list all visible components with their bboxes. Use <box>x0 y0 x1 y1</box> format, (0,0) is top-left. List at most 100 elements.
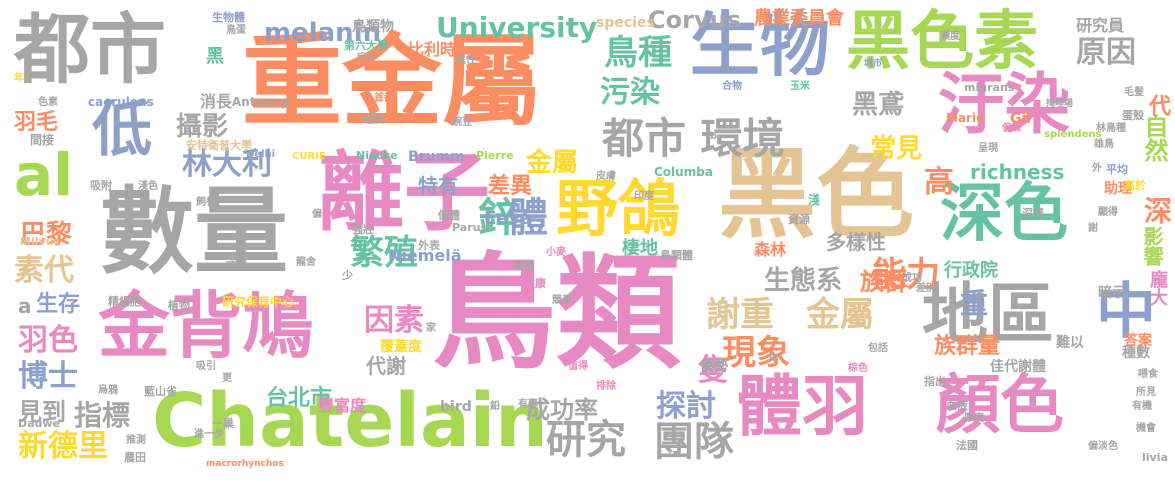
word-difficult: 難以 <box>1056 335 1084 351</box>
word-niecke: Niecke <box>356 149 398 162</box>
word-difference-2: 差別 <box>916 283 936 294</box>
word-new-delhi: 新德里 <box>18 429 108 464</box>
word-wheat: 小麥 <box>546 247 566 258</box>
word-region: 地區 <box>922 276 1054 353</box>
word-metal: 金屬 <box>806 295 874 335</box>
word-doctor: 博士 <box>18 359 78 394</box>
word-university: University <box>436 11 598 44</box>
word-bird-species: 鳥種 <box>604 33 672 73</box>
word-opposite-sex: 異性 <box>456 55 476 66</box>
word-corn: 玉米 <box>790 81 810 92</box>
word-compete: 競爭 <box>552 295 572 306</box>
word-population: 族群 <box>860 268 908 296</box>
word-farmland: 農田 <box>124 451 146 464</box>
word-organism-body: 生物體 <box>212 11 245 24</box>
word-metabolism-weight: 謝重 <box>706 295 774 335</box>
word-species-count: 種數 <box>1122 345 1150 361</box>
word-endemic: 特有 <box>418 174 458 198</box>
word-al: al <box>14 141 74 209</box>
word-heavy-metal: 重金屬 <box>242 23 542 140</box>
word-adsorb: 吸附 <box>90 179 112 192</box>
word-b: b <box>710 131 718 142</box>
word-landfill: 掩埋場 <box>1046 99 1074 109</box>
word-plant: 植物 <box>168 299 190 312</box>
word-survive: 生存 <box>36 292 81 317</box>
word-heavy: 重 <box>960 287 989 320</box>
word-thickness: 厚度 <box>964 413 984 424</box>
word-individual: 個體 <box>438 209 460 222</box>
word-hair: 毛髮 <box>1124 87 1144 98</box>
word-exclude: 排除 <box>596 381 616 392</box>
word-paris: 巴黎 <box>20 220 73 250</box>
word-pigment: 色素 <box>38 97 58 108</box>
word-more: 更 <box>222 373 232 384</box>
word-forest-birds: 林鳥種 <box>1096 123 1126 134</box>
word-resource: 資源 <box>788 213 810 226</box>
word-corvus: Corvus <box>648 6 741 34</box>
word-outdoor: 戶外 <box>356 53 376 64</box>
word-high: 高 <box>924 165 954 200</box>
word-india: 印度 <box>634 191 654 202</box>
word-marie: Marie <box>946 111 985 125</box>
word-capital: 首都 <box>374 93 394 104</box>
word-worth: 值得 <box>568 361 588 372</box>
word-plumage: 羽色 <box>18 323 78 358</box>
word-deep: 深 <box>1140 196 1173 224</box>
word-crow: 烏鴉 <box>98 385 118 396</box>
word-feed: 飼養 <box>196 197 216 208</box>
word-parus: Parus <box>452 221 487 234</box>
word-ability: 能力 <box>872 255 940 295</box>
word-difference: 差異 <box>488 174 533 199</box>
word-pierre: Pierre <box>476 149 514 162</box>
word-animal: 動物 <box>514 261 534 272</box>
word-melanin-en: melanin <box>264 18 382 48</box>
word-appear: 顯得 <box>1098 207 1118 218</box>
word-bias: 偏 <box>312 209 322 220</box>
word-research: 研究 <box>546 417 626 463</box>
word-researcher: 研究員 <box>1076 16 1125 35</box>
word-attract: 吸引 <box>196 361 216 372</box>
word-caeruleus: caeruleus <box>88 95 154 109</box>
word-coverage: 覆蓋度 <box>380 339 422 355</box>
word-skin: 皮膚 <box>596 171 616 182</box>
word-influence: 影響 <box>1140 226 1164 266</box>
word-lead: 鉛 <box>490 401 500 412</box>
word-advantage: 優勢 <box>700 359 728 375</box>
word-columba: Columba <box>654 165 713 179</box>
word-splendens: splendens <box>1044 129 1102 140</box>
word-delhi: Delhi <box>246 149 276 160</box>
word-team: 團隊 <box>654 419 734 465</box>
word-indicator: 指標 <box>74 399 131 432</box>
word-metal-small: 金屬 <box>526 148 579 178</box>
word-council-of-agriculture: 農業委員會 <box>754 8 844 29</box>
word-seen: 所見 <box>1136 387 1156 398</box>
word-specialist: 有專 <box>518 399 538 410</box>
word-bird-body: 鳥類體 <box>660 249 693 262</box>
word-rise-fall: 消長 <box>200 92 233 111</box>
word-macrorhynchos: macrorhynchos <box>206 459 284 469</box>
word-urban: 城市 <box>864 59 883 69</box>
word-include: 包括 <box>868 343 888 354</box>
word-body-feather: 體羽 <box>736 368 868 445</box>
word-success-rate: 成功率 <box>526 396 598 424</box>
word-point-out: 指出 <box>924 375 946 388</box>
word-nature: 自然 <box>1140 114 1168 162</box>
word-ecosystem: 生態系 <box>764 266 843 296</box>
word-bird-matter: 鳥類物 <box>352 19 394 35</box>
word-nest: 一巢 <box>212 417 234 430</box>
word-curie: CURIE <box>292 151 326 162</box>
word-executive-yuan: 行政院 <box>944 260 998 281</box>
word-bird-egg: 鳥蛋 <box>226 25 246 36</box>
word-compound: 合物 <box>722 81 742 92</box>
word-pigeon: 野鴿 <box>556 172 681 245</box>
word-chatelain: Chatelain <box>152 378 548 464</box>
word-dauwe: Dauwe <box>18 417 61 430</box>
word-dark-color: 深色 <box>940 177 1068 251</box>
word-home: 家 <box>426 323 436 334</box>
word-black-small: 黑 <box>206 46 224 67</box>
word-feeding: 喂食 <box>1138 369 1158 380</box>
word-average: 平均 <box>1106 163 1128 176</box>
word-phenomenon: 現象 <box>722 333 790 373</box>
word-few: 少 <box>342 269 353 282</box>
